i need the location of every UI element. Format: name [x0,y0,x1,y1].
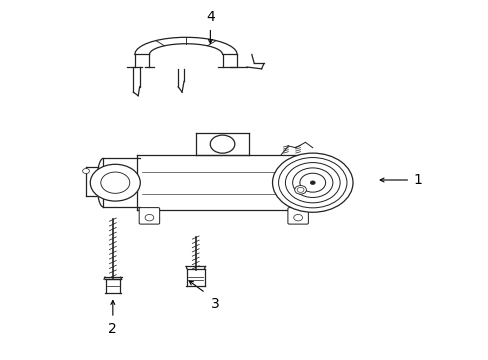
FancyBboxPatch shape [139,208,159,224]
Text: 2: 2 [108,322,117,336]
FancyBboxPatch shape [287,208,308,224]
Circle shape [293,215,302,221]
Text: 3: 3 [210,297,219,311]
Circle shape [210,135,234,153]
Circle shape [310,181,315,184]
Circle shape [101,172,129,193]
Text: 1: 1 [412,173,421,187]
Circle shape [90,164,140,201]
Circle shape [297,187,304,192]
Circle shape [294,185,306,194]
Circle shape [82,168,89,174]
Circle shape [272,153,352,212]
Text: 4: 4 [205,10,214,24]
Circle shape [145,215,154,221]
